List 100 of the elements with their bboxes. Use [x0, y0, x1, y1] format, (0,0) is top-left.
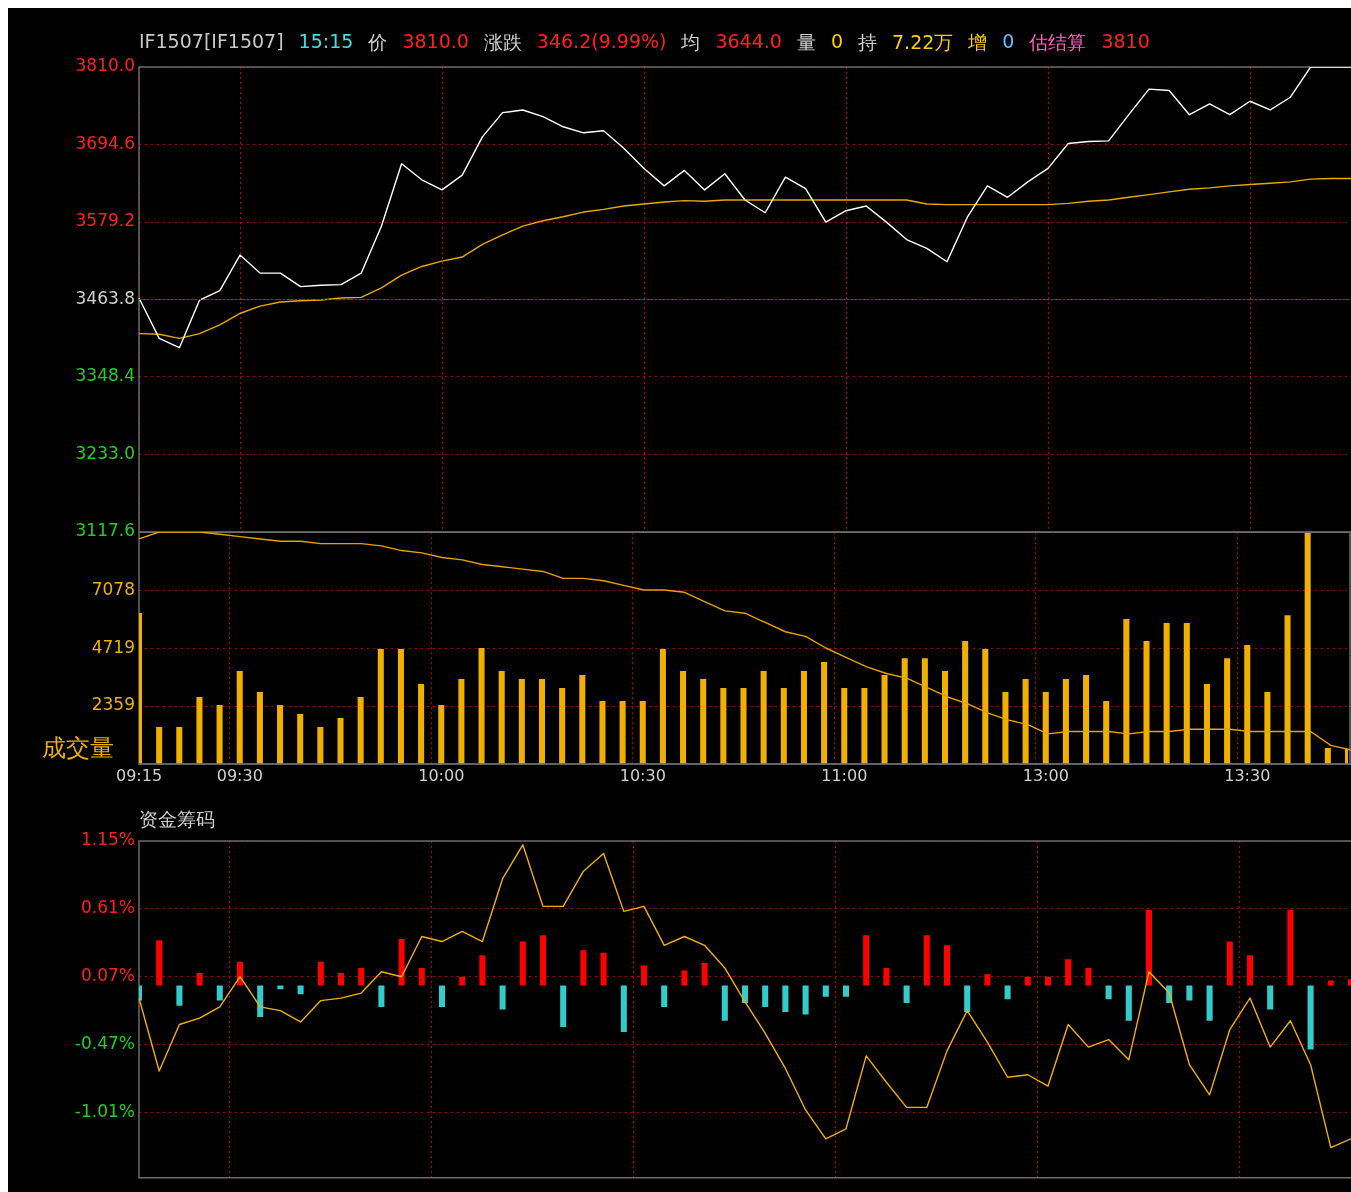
- bar: [1226, 941, 1233, 986]
- bar: [1324, 748, 1331, 764]
- text: 量: [796, 30, 816, 55]
- bar: [458, 679, 465, 764]
- bar: [681, 970, 688, 986]
- bar: [1123, 619, 1130, 764]
- text: 0: [830, 30, 844, 54]
- bar: [418, 683, 425, 764]
- bar: [1203, 683, 1210, 764]
- bar: [539, 935, 547, 986]
- y-tick-label: 3810.0: [75, 55, 135, 76]
- bar: [579, 675, 586, 764]
- x-tick-label: 13:00: [1022, 765, 1069, 785]
- bar: [984, 974, 991, 986]
- bar: [762, 985, 769, 1007]
- bar: [1065, 959, 1072, 986]
- y-tick-label: 0.61%: [80, 897, 135, 918]
- bar: [701, 962, 708, 986]
- bar: [418, 967, 425, 986]
- bar: [1062, 679, 1069, 764]
- bar: [661, 985, 668, 1007]
- bar: [659, 649, 666, 764]
- bar: [357, 696, 364, 764]
- bar: [1143, 640, 1150, 764]
- bar: [1024, 976, 1031, 986]
- bar: [800, 670, 807, 764]
- bar: [580, 950, 587, 986]
- bar: [398, 939, 405, 986]
- bar: [196, 696, 203, 764]
- bar: [257, 985, 264, 1017]
- bar: [478, 648, 485, 764]
- bar: [1287, 910, 1294, 986]
- bar: [216, 705, 223, 764]
- bar: [821, 662, 828, 764]
- bar: [780, 688, 787, 764]
- x-tick-label: 09:15: [115, 765, 163, 785]
- bar: [962, 640, 969, 764]
- bar: [982, 649, 989, 764]
- bar: [479, 955, 486, 986]
- bar: [1042, 692, 1049, 764]
- bar: [1327, 980, 1334, 986]
- bar: [640, 965, 648, 986]
- bar: [438, 985, 446, 1007]
- bar: [1002, 692, 1009, 764]
- y-tick-label: 3463.8: [75, 287, 135, 308]
- bar: [297, 985, 304, 995]
- bar: [317, 961, 324, 986]
- bar: [1244, 645, 1251, 764]
- bar: [881, 675, 888, 764]
- bar: [1125, 985, 1132, 1021]
- x-tick-label: 10:00: [418, 765, 465, 785]
- x-tick-label: 09:30: [216, 765, 263, 785]
- bar: [841, 688, 848, 764]
- y-tick-label: 3579.2: [75, 210, 135, 231]
- bar: [802, 985, 809, 1015]
- bar: [176, 726, 183, 764]
- bar: [1284, 615, 1291, 764]
- bar: [720, 688, 727, 764]
- bar: [358, 967, 365, 986]
- bar: [397, 649, 404, 764]
- bar: [1083, 675, 1090, 764]
- bar: [560, 985, 567, 1027]
- y-tick-label: 3233.0: [75, 442, 135, 463]
- bar: [1004, 985, 1011, 1000]
- bar: [903, 985, 910, 1004]
- bar: [1085, 967, 1092, 986]
- x-tick-label: 13:30: [1224, 765, 1271, 785]
- bar: [216, 985, 223, 1001]
- bar: [883, 967, 890, 986]
- bar: [156, 940, 163, 986]
- bar: [459, 976, 466, 986]
- bar: [1206, 985, 1213, 1021]
- y-tick-label: 1.15%: [80, 829, 135, 850]
- bar: [842, 985, 850, 997]
- text: 3810: [1101, 30, 1150, 54]
- bar: [721, 985, 728, 1021]
- bar: [760, 670, 767, 764]
- y-tick-label: 0.07%: [80, 965, 135, 986]
- bar: [822, 985, 829, 997]
- bar: [1103, 701, 1110, 764]
- y-tick-label: 3694.6: [75, 132, 135, 153]
- bar: [1163, 623, 1170, 764]
- bar: [1186, 985, 1193, 1001]
- bar: [1307, 985, 1314, 1050]
- bar: [680, 670, 687, 764]
- bar: [861, 688, 868, 764]
- text: 持: [858, 30, 878, 55]
- bar: [700, 679, 707, 764]
- bar: [156, 726, 163, 764]
- bar: [1224, 658, 1231, 764]
- bar: [1264, 692, 1271, 764]
- bar: [499, 985, 506, 1010]
- text: 涨跌: [483, 30, 522, 55]
- bar: [1304, 533, 1311, 764]
- bar: [921, 658, 928, 764]
- bar: [1267, 985, 1274, 1010]
- bar: [740, 688, 747, 764]
- text: 估结算: [1029, 30, 1087, 55]
- text: IF1507[IF1507]: [139, 30, 284, 54]
- bar: [518, 679, 525, 764]
